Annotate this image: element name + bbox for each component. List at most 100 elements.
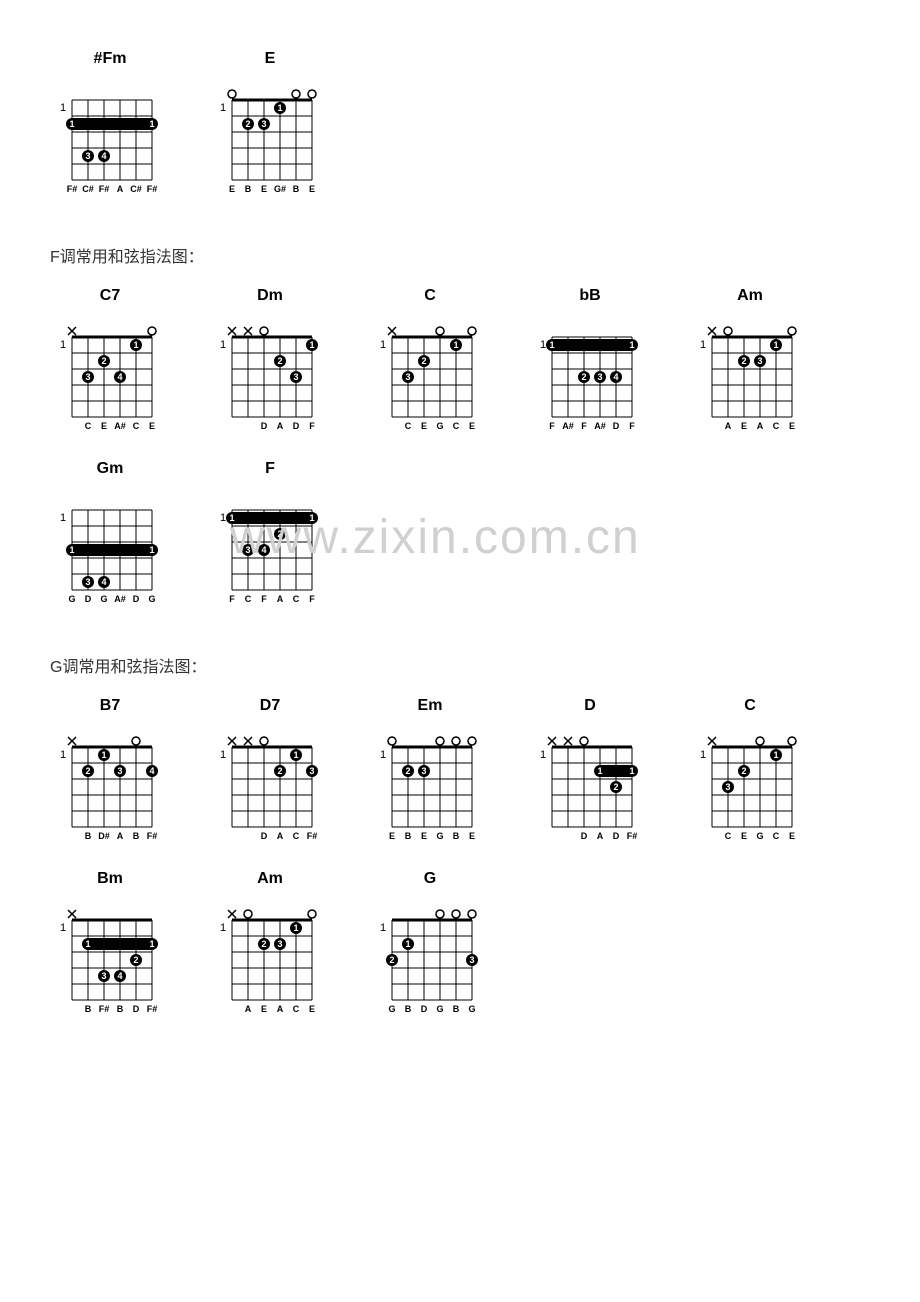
svg-text:2: 2	[405, 766, 410, 776]
svg-text:2: 2	[581, 372, 586, 382]
chord-block: Am1123AEACE	[210, 870, 330, 1023]
svg-text:3: 3	[245, 545, 250, 555]
svg-text:4: 4	[117, 372, 122, 382]
svg-text:B: B	[117, 1004, 124, 1014]
svg-text:1: 1	[60, 749, 66, 761]
svg-text:1: 1	[380, 922, 386, 934]
svg-text:E: E	[469, 421, 475, 431]
chord-name: D	[584, 697, 596, 715]
chord-block: Gm11134GDGA#DG	[50, 460, 170, 613]
svg-text:1: 1	[220, 512, 226, 524]
svg-text:A: A	[757, 421, 764, 431]
svg-text:E: E	[309, 184, 315, 194]
svg-text:2: 2	[389, 955, 394, 965]
chord-block: B711234BD#ABF#	[50, 697, 170, 850]
svg-text:B: B	[293, 184, 300, 194]
svg-text:1: 1	[309, 340, 314, 350]
svg-text:C: C	[133, 421, 140, 431]
chord-name: G	[424, 870, 436, 888]
svg-text:4: 4	[613, 372, 618, 382]
svg-text:F: F	[261, 594, 267, 604]
svg-text:3: 3	[277, 939, 282, 949]
svg-text:1: 1	[309, 513, 314, 523]
svg-text:G: G	[436, 421, 443, 431]
svg-text:C: C	[293, 594, 300, 604]
svg-text:E: E	[389, 831, 395, 841]
chord-section: #Fm11134F#C#F#AC#F#E1123EBEG#BE	[50, 50, 870, 203]
svg-text:G: G	[436, 1004, 443, 1014]
svg-text:F: F	[581, 421, 587, 431]
svg-text:C: C	[405, 421, 412, 431]
section-title: F调常用和弦指法图：	[50, 243, 870, 267]
svg-text:G#: G#	[274, 184, 286, 194]
svg-text:1: 1	[700, 339, 706, 351]
svg-text:B: B	[453, 831, 460, 841]
svg-text:D: D	[85, 594, 92, 604]
svg-text:2: 2	[613, 782, 618, 792]
chord-block: C1123CEGCE	[370, 287, 490, 440]
svg-text:4: 4	[101, 151, 106, 161]
chord-diagram: 1123CEGCE	[698, 735, 802, 850]
svg-text:F#: F#	[307, 831, 318, 841]
chord-block: Bm111234BF#BDF#	[50, 870, 170, 1023]
page-content: #Fm11134F#C#F#AC#F#E1123EBEG#BEF调常用和弦指法图…	[50, 50, 870, 1023]
svg-text:1: 1	[293, 923, 298, 933]
svg-text:C: C	[85, 421, 92, 431]
chord-block: C711234CEA#CE	[50, 287, 170, 440]
chord-block: Am1123AEACE	[690, 287, 810, 440]
svg-text:D: D	[133, 1004, 140, 1014]
svg-text:2: 2	[101, 356, 106, 366]
svg-text:E: E	[101, 421, 107, 431]
svg-text:E: E	[421, 831, 427, 841]
svg-text:C: C	[773, 831, 780, 841]
svg-text:1: 1	[629, 340, 634, 350]
chord-diagram: 111234FA#FA#DF	[538, 325, 642, 440]
svg-text:D: D	[421, 1004, 428, 1014]
svg-text:A: A	[245, 1004, 252, 1014]
svg-text:D: D	[261, 421, 268, 431]
svg-text:B: B	[405, 831, 412, 841]
chord-diagram: 11134GDGA#DG	[58, 498, 162, 613]
chord-block: #Fm11134F#C#F#AC#F#	[50, 50, 170, 203]
svg-text:1: 1	[69, 545, 74, 555]
svg-text:F#: F#	[147, 184, 158, 194]
svg-text:F: F	[629, 421, 635, 431]
svg-text:1: 1	[629, 766, 634, 776]
svg-text:1: 1	[60, 512, 66, 524]
chord-diagram: 11234BD#ABF#	[58, 735, 162, 850]
svg-text:B: B	[85, 1004, 92, 1014]
svg-text:A: A	[117, 184, 124, 194]
svg-text:1: 1	[60, 339, 66, 351]
svg-text:1: 1	[293, 750, 298, 760]
svg-text:G: G	[100, 594, 107, 604]
section-title: G调常用和弦指法图：	[50, 653, 870, 677]
svg-text:F: F	[229, 594, 235, 604]
chord-section: F调常用和弦指法图：C711234CEA#CEDm1123DADFC1123CE…	[50, 243, 870, 613]
svg-text:3: 3	[85, 151, 90, 161]
svg-text:E: E	[789, 421, 795, 431]
chord-diagram: 1123CEGCE	[378, 325, 482, 440]
chord-diagram: 1123DACF#	[218, 735, 322, 850]
svg-text:3: 3	[725, 782, 730, 792]
svg-text:2: 2	[85, 766, 90, 776]
svg-text:1: 1	[133, 340, 138, 350]
svg-text:C: C	[293, 1004, 300, 1014]
svg-text:1: 1	[380, 339, 386, 351]
chord-block: C1123CEGCE	[690, 697, 810, 850]
svg-text:3: 3	[405, 372, 410, 382]
svg-text:D: D	[613, 831, 620, 841]
chord-name: Em	[418, 697, 443, 715]
svg-text:G: G	[68, 594, 75, 604]
svg-text:4: 4	[117, 971, 122, 981]
svg-text:D: D	[581, 831, 588, 841]
svg-text:A: A	[725, 421, 732, 431]
svg-text:1: 1	[773, 750, 778, 760]
svg-text:D: D	[133, 594, 140, 604]
svg-text:C: C	[245, 594, 252, 604]
svg-text:A: A	[597, 831, 604, 841]
svg-text:3: 3	[757, 356, 762, 366]
chord-block: Dm1123DADF	[210, 287, 330, 440]
svg-text:D: D	[613, 421, 620, 431]
svg-text:C: C	[453, 421, 460, 431]
svg-text:1: 1	[773, 340, 778, 350]
